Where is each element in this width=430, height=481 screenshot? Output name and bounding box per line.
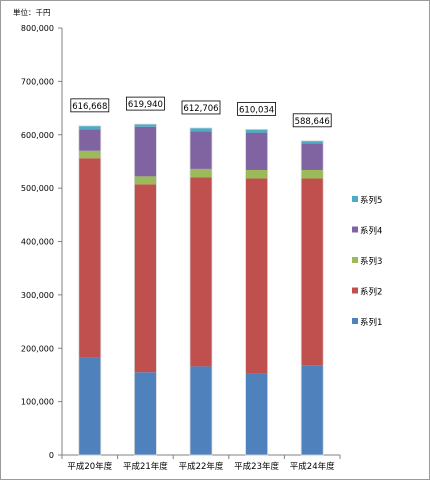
x-category-label: 平成24年度 <box>290 461 335 472</box>
bar-segment-series-1 <box>134 372 157 455</box>
legend-swatch <box>352 287 358 294</box>
bar-segment-series-1 <box>190 366 212 455</box>
bar-segment-series-3 <box>245 169 268 179</box>
bar-segment-series-3 <box>301 169 324 179</box>
bar-segment-series-2 <box>245 178 268 374</box>
y-tick-label: 100,000 <box>21 398 54 407</box>
bar-segment-series-2 <box>78 158 101 358</box>
total-label-box <box>292 113 332 128</box>
bar-segment-series-4 <box>245 132 268 170</box>
legend-swatch <box>352 318 358 324</box>
legend-swatch <box>352 196 358 202</box>
plot-area: 0 100,000 200,000 300,000 400,000 500,000 600,… <box>21 24 341 472</box>
bar-segment-series-5 <box>134 124 157 127</box>
y-tick-label: 800,000 <box>21 24 54 33</box>
legend-label: 系列3 <box>360 256 382 267</box>
total-data-label: 619,940 <box>128 100 163 110</box>
total-label-box <box>181 100 221 115</box>
y-tick-label: 400,000 <box>21 238 54 247</box>
bar-segment-series-5 <box>301 140 324 144</box>
bar-segment-series-4 <box>134 126 157 177</box>
y-tick-label: 600,000 <box>21 131 54 140</box>
x-category-label: 平成22年度 <box>179 461 224 472</box>
x-category-label: 平成21年度 <box>123 461 168 472</box>
bar-segment-series-2 <box>301 178 324 366</box>
total-data-label: 610,034 <box>239 105 274 115</box>
total-data-label: 612,706 <box>183 104 218 114</box>
bar-segment-series-1 <box>301 365 324 455</box>
total-data-label: 588,646 <box>295 117 330 127</box>
total-label-box <box>70 98 110 113</box>
total-data-label: 616,668 <box>72 102 107 112</box>
bar-segment-series-2 <box>134 184 157 373</box>
bar-segment-series-3 <box>190 168 212 178</box>
x-category-label: 平成20年度 <box>67 461 112 472</box>
bar-outline <box>300 140 324 456</box>
legend-label: 系列4 <box>360 226 382 237</box>
y-tick-label: 200,000 <box>21 344 54 353</box>
bar-outline <box>133 123 157 456</box>
bar-segment-series-4 <box>78 129 101 151</box>
y-tick-label: 300,000 <box>21 291 54 300</box>
unit-label: 単位：千円 <box>13 7 51 17</box>
legend-label: 系列5 <box>360 195 382 206</box>
bar-segment-series-2 <box>190 177 212 367</box>
y-tick-label: 0 <box>49 451 54 460</box>
bar-segment-series-3 <box>78 150 101 159</box>
bar-segment-series-3 <box>134 176 157 185</box>
legend-swatch <box>352 226 358 233</box>
bar-outline <box>189 127 213 456</box>
bar-segment-series-4 <box>190 131 212 169</box>
bar-segment-series-5 <box>190 127 212 132</box>
legend: 系列5 系列4 系列3 系列2 系列1 <box>352 195 382 328</box>
bar-segment-series-5 <box>78 125 101 130</box>
bar-segment-series-5 <box>245 129 268 133</box>
x-category-label: 平成23年度 <box>234 461 279 472</box>
bar-segment-series-1 <box>245 373 268 455</box>
bar-segment-series-1 <box>78 357 101 455</box>
total-label-box <box>237 101 277 116</box>
legend-swatch <box>352 257 358 263</box>
bar-segment-series-4 <box>301 143 324 170</box>
y-tick-label: 500,000 <box>21 184 54 193</box>
bar-outline <box>245 128 269 456</box>
y-tick-label: 700,000 <box>21 77 54 86</box>
bar-outline <box>78 125 102 456</box>
legend-label: 系列2 <box>360 287 382 298</box>
legend-label: 系列1 <box>360 317 382 328</box>
total-label-box <box>126 96 165 111</box>
